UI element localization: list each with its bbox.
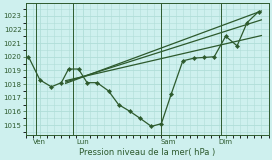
X-axis label: Pression niveau de la mer( hPa ): Pression niveau de la mer( hPa ) <box>79 148 215 156</box>
